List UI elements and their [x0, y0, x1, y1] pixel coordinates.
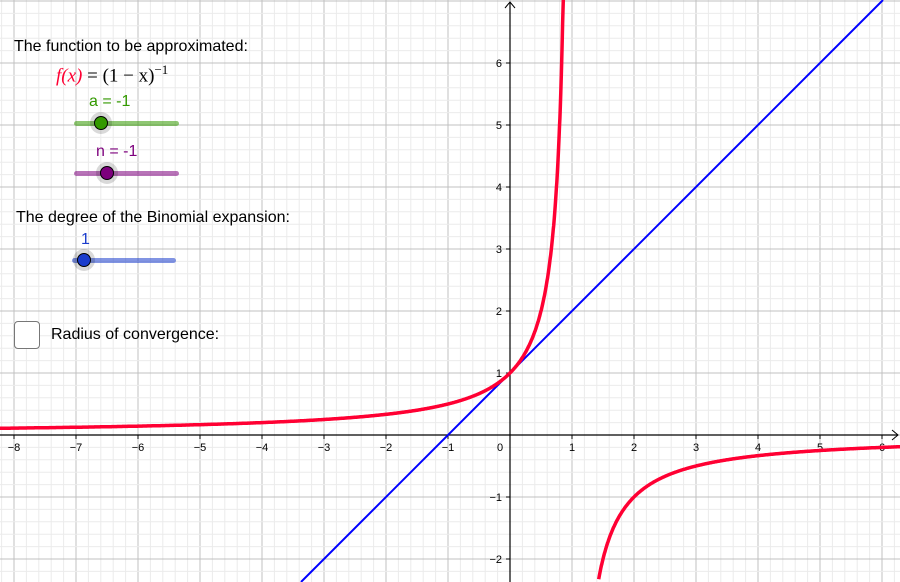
x-tick-label: −3 — [318, 442, 331, 454]
function-heading: The function to be approximated: — [14, 38, 248, 55]
y-tick-label: 1 — [496, 368, 502, 380]
slider-a-track[interactable] — [74, 121, 179, 126]
slider-a-label: a = -1 — [89, 93, 131, 110]
slider-n-label: n = -1 — [96, 143, 138, 160]
y-tick-label: −1 — [489, 492, 502, 504]
y-tick-label: 6 — [496, 58, 502, 70]
x-tick-label: 2 — [631, 442, 637, 454]
degree-heading: The degree of the Binomial expansion: — [16, 209, 290, 226]
x-axis-arrow-icon — [891, 429, 899, 441]
formula-exponent: −1 — [154, 62, 169, 77]
x-tick-label: −4 — [256, 442, 269, 454]
x-tick-label: 0 — [497, 442, 503, 454]
formula-rhs: = (1 − x) — [82, 65, 155, 87]
x-tick-label: −6 — [132, 442, 145, 454]
radius-of-convergence-checkbox[interactable] — [14, 321, 40, 349]
function-curve-right-branch — [596, 444, 900, 580]
radius-of-convergence-label: Radius of convergence: — [51, 326, 220, 343]
x-tick-label: 3 — [693, 442, 699, 454]
slider-n-handle[interactable] — [100, 166, 114, 180]
slider-a-handle[interactable] — [94, 116, 108, 130]
slider-n-track[interactable] — [74, 171, 179, 176]
x-tick-label: 1 — [569, 442, 575, 454]
y-axis-arrow-icon — [504, 1, 516, 9]
x-tick-label: −1 — [442, 442, 455, 454]
formula-lhs: f(x) — [56, 65, 83, 87]
y-tick-label: −2 — [489, 554, 502, 566]
function-formula: f(x) = (1 − x)−1 — [56, 62, 168, 87]
x-tick-label: 5 — [817, 442, 823, 454]
x-tick-label: 4 — [755, 442, 761, 454]
function-curve-left-branch — [0, 0, 566, 431]
x-tick-label: −7 — [70, 442, 83, 454]
x-tick-label: −5 — [194, 442, 207, 454]
slider-degree-track[interactable] — [72, 258, 176, 263]
x-tick-label: −8 — [8, 442, 21, 454]
y-tick-label: 5 — [496, 120, 502, 132]
x-tick-label: −2 — [380, 442, 393, 454]
y-tick-label: 2 — [496, 306, 502, 318]
y-tick-label: 4 — [496, 182, 502, 194]
taylor-polynomial-line — [300, 0, 884, 582]
slider-degree-handle[interactable] — [77, 253, 91, 267]
slider-degree-label: 1 — [81, 231, 90, 248]
y-tick-label: 3 — [496, 244, 502, 256]
